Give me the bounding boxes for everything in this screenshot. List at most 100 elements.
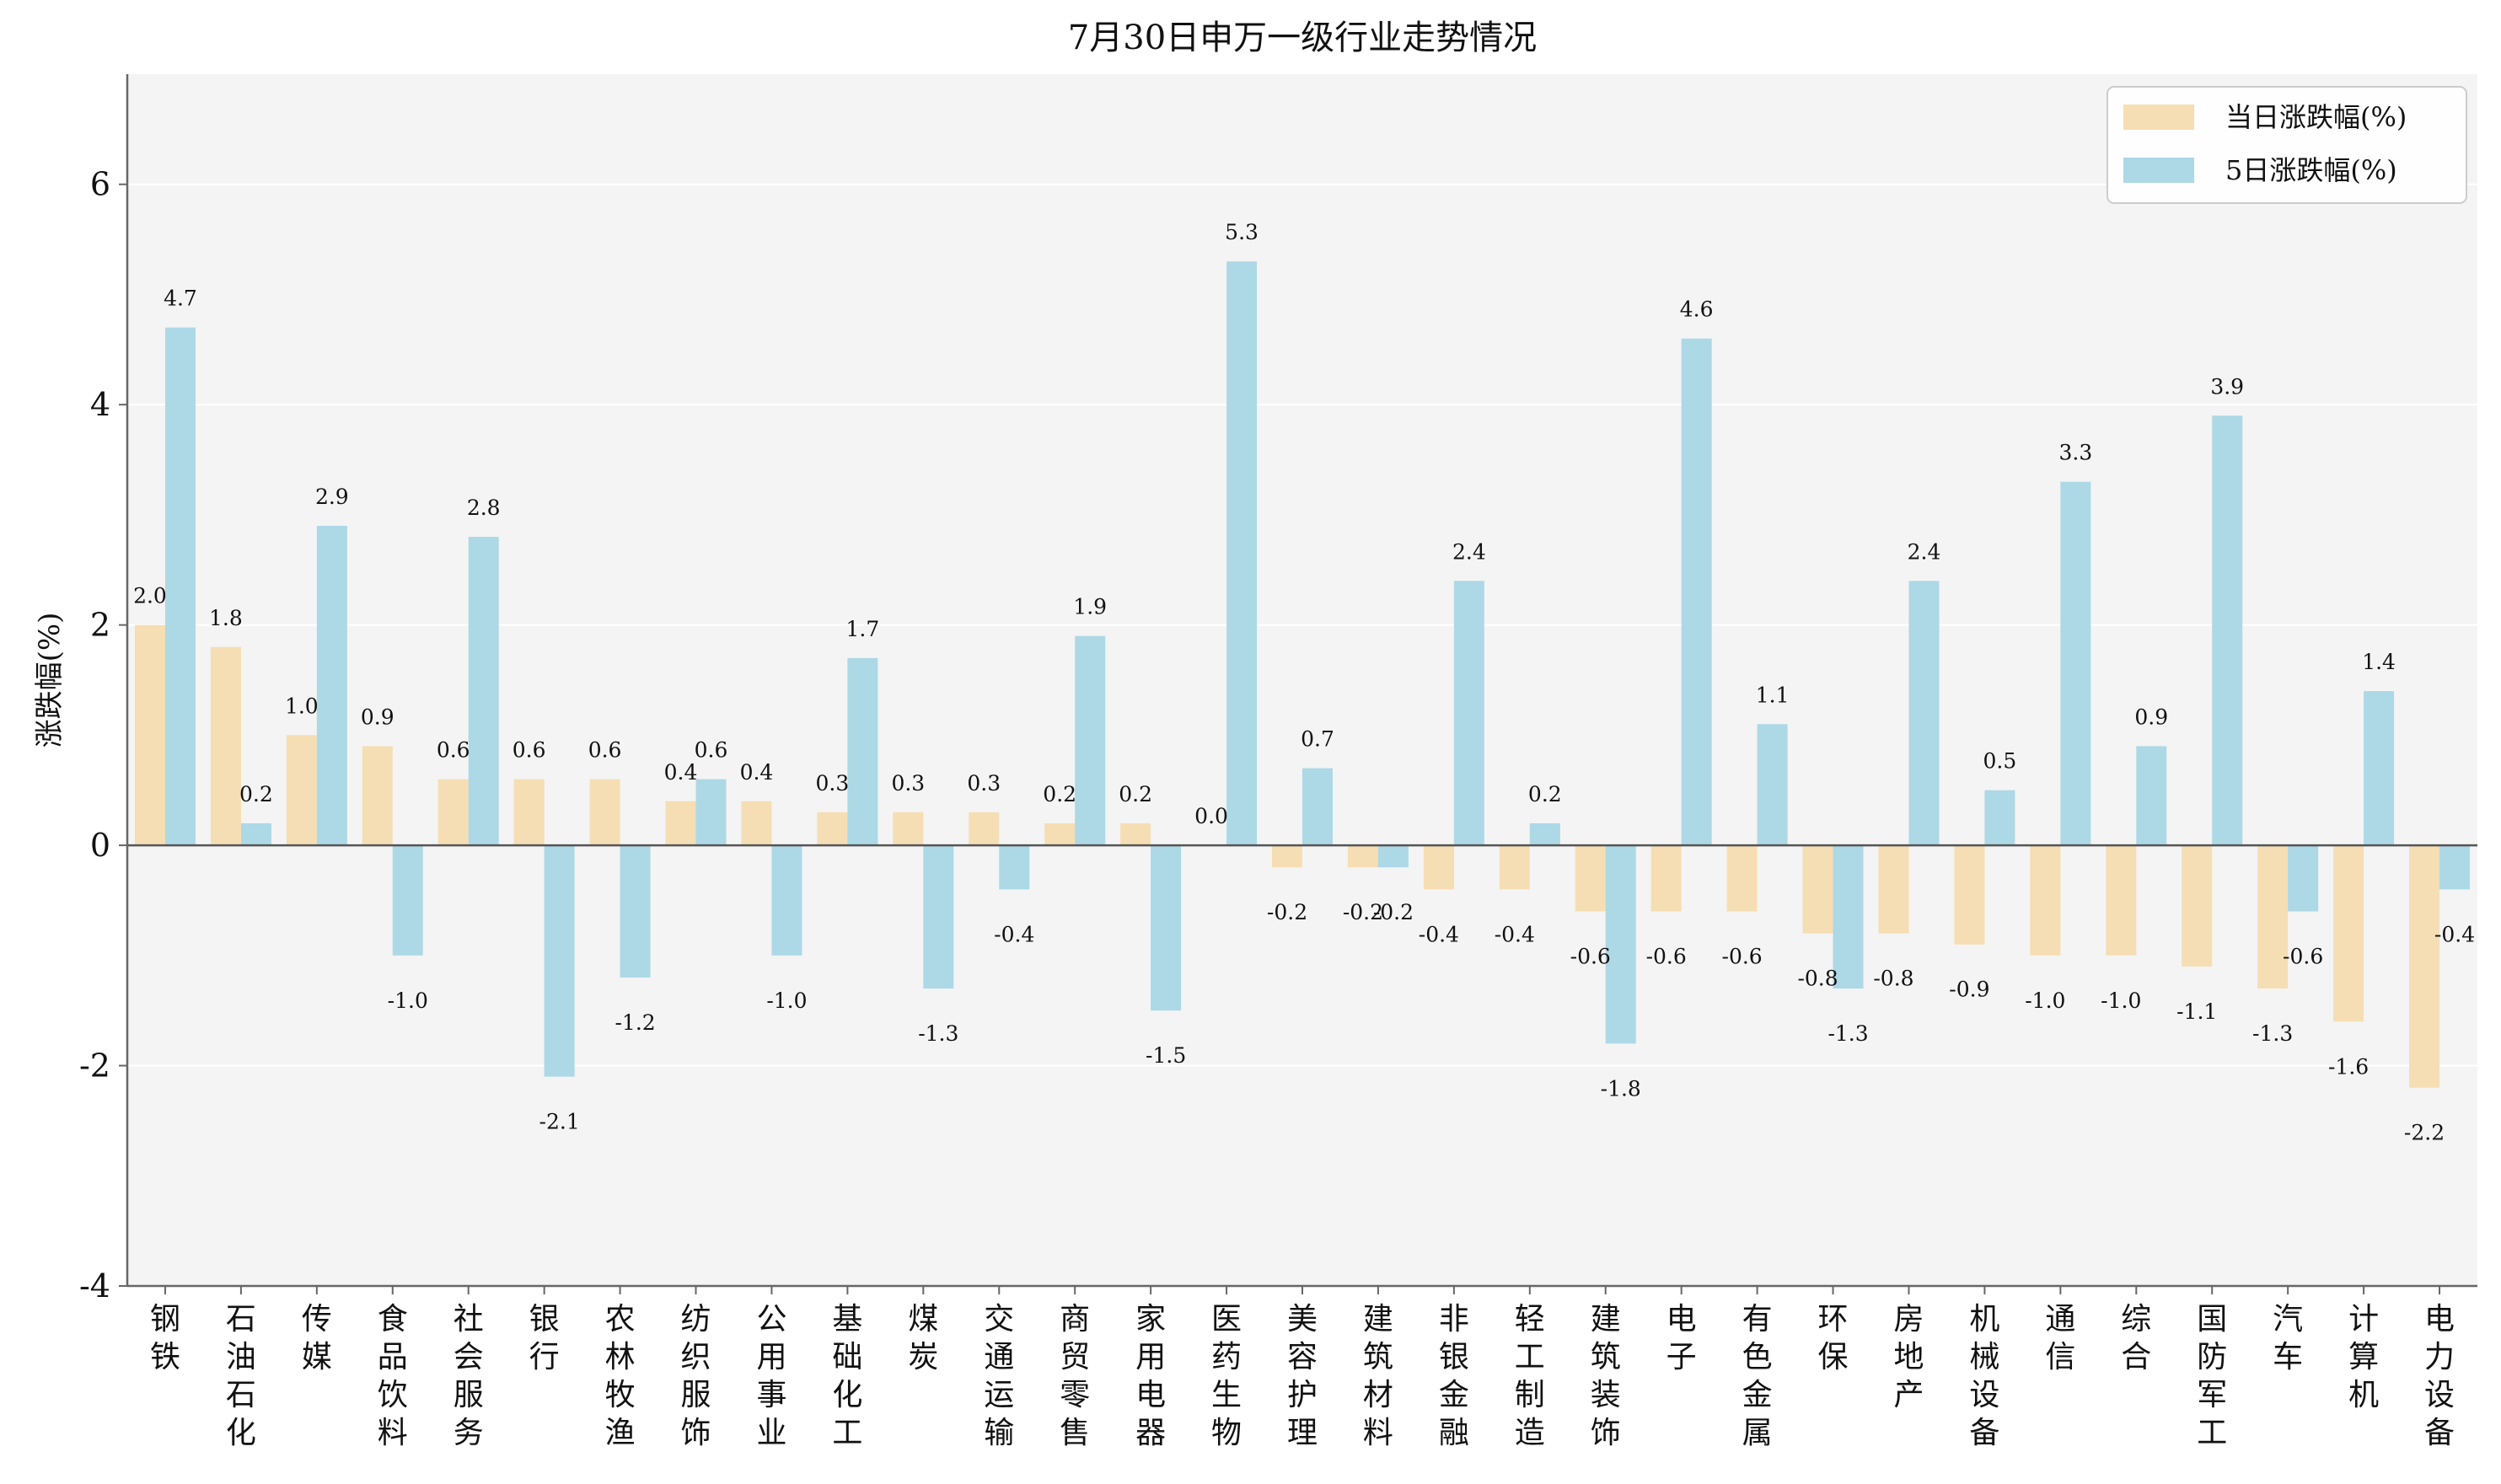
data-label-five-day: -1.0: [766, 988, 807, 1013]
bar-daily: [1575, 845, 1606, 912]
x-tick-label: 医药生物: [1211, 1302, 1242, 1450]
bar-five-day: [1226, 261, 1258, 846]
data-label-daily: -0.6: [1722, 945, 1763, 969]
bar-five-day: [620, 845, 651, 978]
bar-five-day: [2212, 415, 2243, 846]
bar-daily: [1120, 822, 1151, 846]
bar-five-day: [1529, 822, 1560, 846]
bar-daily: [665, 801, 696, 846]
data-label-daily: 2.0: [133, 584, 167, 608]
bar-daily: [286, 735, 317, 846]
data-label-daily: 1.8: [209, 606, 243, 630]
bar-daily: [513, 779, 545, 846]
bar-five-day: [1075, 635, 1106, 846]
bar-daily: [2182, 845, 2213, 967]
bar-five-day: [771, 845, 802, 956]
data-label-five-day: -0.2: [1373, 900, 1414, 924]
data-labels: 2.0 4.7 1.8 0.2 1.0 2.9 0.9 -1.0 0.6 2.8 0.6 -2.1 0.…: [133, 220, 2475, 1144]
data-label-daily: -1.1: [2176, 999, 2217, 1024]
bar-five-day: [2288, 845, 2319, 912]
data-label-five-day: 2.4: [1908, 539, 1941, 564]
bar-five-day: [1681, 338, 1712, 846]
y-tick-label: -4: [79, 1267, 110, 1305]
bar-five-day: [316, 525, 347, 846]
data-label-daily: -0.2: [1343, 900, 1383, 924]
bar-five-day: [392, 845, 423, 956]
x-tick-label: 石油石化: [226, 1302, 256, 1450]
x-tick-label: 非银金融: [1439, 1302, 1469, 1450]
data-label-daily: -0.6: [1570, 945, 1611, 969]
data-label-five-day: 0.7: [1301, 727, 1334, 752]
bar-five-day: [1605, 845, 1636, 1044]
chart-title: 7月30日申万一级行业走势情况: [1068, 19, 1537, 57]
x-tick-label: 社会服务: [454, 1302, 484, 1450]
data-label-five-day: 3.9: [2210, 374, 2244, 399]
x-tick-label: 公用事业: [756, 1302, 786, 1450]
data-label-five-day: 1.1: [1756, 683, 1790, 707]
data-label-five-day: 0.2: [239, 782, 273, 806]
data-label-five-day: 4.7: [164, 287, 197, 311]
data-label-five-day: 0.5: [1983, 749, 2017, 774]
x-tick-label: 美容护理: [1287, 1302, 1318, 1450]
bar-daily: [437, 779, 469, 846]
data-label-daily: -1.3: [2252, 1021, 2293, 1046]
bar-daily: [893, 812, 924, 846]
data-label-daily: -0.9: [1949, 978, 1989, 1002]
data-label-five-day: -1.8: [1601, 1076, 1641, 1101]
data-label-five-day: -0.6: [2283, 945, 2323, 969]
data-label-five-day: 3.3: [2058, 441, 2092, 465]
data-label-five-day: 1.4: [2362, 650, 2396, 674]
x-tick-label: 钢铁: [150, 1302, 180, 1374]
bar-daily: [1423, 845, 1454, 890]
data-label-five-day: 2.9: [315, 485, 349, 509]
bar-five-day: [695, 779, 727, 846]
x-tick-label: 电力设备: [2424, 1302, 2455, 1450]
bar-daily: [2106, 845, 2137, 956]
legend[interactable]: 当日涨跌幅(%) 5日涨跌幅(%): [2107, 86, 2467, 204]
bar-five-day: [1302, 768, 1333, 846]
data-label-five-day: -1.0: [388, 988, 428, 1013]
x-tick-label: 基础化工: [832, 1302, 862, 1450]
legend-label-daily: 当日涨跌幅(%): [2225, 101, 2407, 133]
data-label-daily: 0.4: [740, 760, 774, 785]
data-label-daily: -0.8: [1797, 967, 1838, 991]
data-label-daily: -0.8: [1873, 967, 1913, 991]
data-label-daily: -0.2: [1267, 900, 1307, 924]
data-label-daily: 0.3: [816, 771, 850, 796]
bar-five-day: [1833, 845, 1864, 989]
data-label-five-day: 0.9: [2134, 704, 2168, 729]
bar-five-day: [2060, 481, 2091, 846]
bar-five-day: [544, 845, 575, 1077]
x-tick-label: 银行: [529, 1302, 560, 1374]
x-tick-label: 有色金属: [1742, 1302, 1773, 1450]
data-label-daily: 0.3: [891, 771, 925, 796]
x-tick-label: 交通运输: [984, 1302, 1014, 1450]
x-tick-label: 农林牧渔: [605, 1302, 636, 1450]
bar-daily: [1044, 822, 1076, 846]
x-tick-label: 汽车: [2273, 1302, 2303, 1374]
bar-daily: [969, 812, 1000, 846]
bar-five-day: [1453, 581, 1484, 846]
data-label-daily: -0.4: [1419, 922, 1459, 946]
data-label-daily: 0.3: [967, 771, 1001, 796]
y-axis-label: 涨跌幅(%): [33, 613, 67, 748]
legend-label-five-day: 5日涨跌幅(%): [2225, 154, 2397, 186]
data-label-daily: -0.4: [1495, 922, 1535, 946]
bar-five-day: [1757, 724, 1788, 846]
y-tick-label: 0: [90, 827, 110, 864]
x-tick-label: 建筑材料: [1363, 1302, 1393, 1450]
data-label-five-day: 4.6: [1680, 297, 1714, 322]
data-label-daily: 0.2: [1119, 782, 1152, 806]
bar-five-day: [999, 845, 1030, 890]
bar-five-day: [2364, 691, 2395, 846]
data-label-five-day: -1.2: [615, 1010, 655, 1035]
data-label-daily: 0.4: [664, 760, 698, 785]
x-tick-label: 煤炭: [908, 1302, 938, 1374]
x-tick-label: 房地产: [1893, 1302, 1924, 1412]
bar-daily: [1499, 845, 1530, 890]
data-label-daily: -1.6: [2328, 1054, 2369, 1079]
y-tick-label: -2: [79, 1047, 110, 1085]
axes: 钢铁 石油石化 传媒 食品饮料 社会服务 银行 农林牧渔 纺织服饰 公用事业 基础化工 煤炭 交通运输…: [79, 74, 2477, 1450]
bar-daily: [2030, 845, 2061, 956]
